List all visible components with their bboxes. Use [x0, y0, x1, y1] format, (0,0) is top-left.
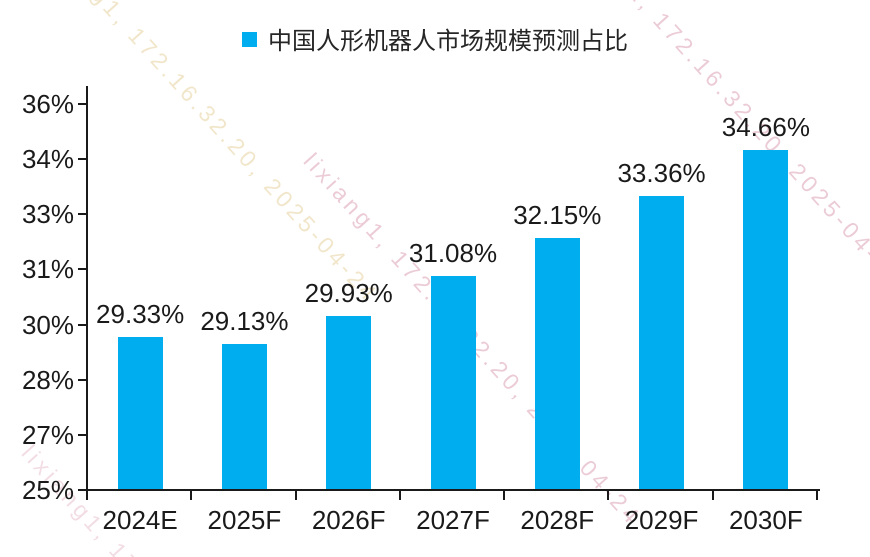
x-axis-tick [503, 489, 506, 500]
y-axis-tick [78, 268, 86, 271]
bar-2027F [430, 275, 476, 489]
bar-2030F [743, 150, 789, 489]
y-tick-label: 30% [21, 309, 74, 340]
bar-2029F [639, 195, 685, 489]
bar-value-label: 31.08% [408, 237, 498, 268]
x-axis-tick [190, 489, 193, 500]
x-axis-tick [86, 489, 88, 500]
x-tick-label: 2028F [520, 505, 595, 535]
x-axis-tick [294, 489, 297, 500]
y-axis-tick [78, 103, 86, 105]
bar-value-label: 29.33% [96, 299, 185, 330]
y-axis-tick [78, 323, 86, 326]
x-axis-tick [711, 489, 714, 500]
x-tick-label: 2029F [624, 505, 699, 535]
y-tick-label: 27% [21, 419, 74, 450]
y-axis-tick [78, 213, 86, 216]
y-tick-label: 34% [21, 144, 74, 175]
bar-value-label: 33.36% [617, 157, 706, 188]
x-tick-label: 2027F [416, 505, 490, 535]
y-axis-tick [78, 433, 86, 436]
bar-value-label: 32.15% [513, 200, 602, 231]
y-axis-line [86, 86, 88, 491]
y-axis-tick [78, 158, 86, 161]
bar-2026F [326, 316, 372, 489]
y-tick-label: 36% [21, 89, 74, 119]
y-tick-label: 31% [21, 254, 74, 285]
x-tick-label: 2024E [102, 505, 178, 535]
y-tick-label: 25% [21, 475, 74, 505]
legend-marker-icon [242, 32, 257, 47]
legend-label: 中国人形机器人市场规模预测占比 [268, 28, 628, 55]
x-axis-tick [607, 489, 610, 500]
bar-value-label: 34.66% [721, 112, 810, 143]
x-axis-tick [816, 489, 818, 500]
x-tick-label: 2025F [207, 505, 282, 535]
y-tick-label: 33% [21, 199, 74, 230]
x-axis-tick [398, 489, 401, 500]
y-axis-tick [78, 489, 86, 491]
bar-2025F [221, 344, 267, 489]
chart-legend: 中国人形机器人市场规模预测占比 [242, 21, 628, 56]
x-tick-label: 2030F [728, 505, 803, 535]
x-axis-line [86, 489, 820, 491]
bar-2024E [117, 337, 163, 489]
bar-2028F [534, 238, 580, 489]
y-tick-label: 28% [21, 364, 74, 395]
y-axis-tick [78, 378, 86, 381]
bar-value-label: 29.93% [304, 278, 393, 308]
bar-value-label: 29.13% [200, 306, 289, 337]
x-tick-label: 2026F [311, 505, 386, 535]
